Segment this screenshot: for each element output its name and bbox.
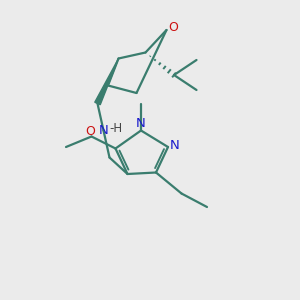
Text: N: N	[170, 139, 179, 152]
Text: O: O	[168, 21, 178, 34]
Text: N: N	[136, 117, 146, 130]
Text: -H: -H	[109, 122, 122, 136]
Polygon shape	[95, 58, 118, 105]
Text: N: N	[99, 124, 108, 137]
Text: O: O	[85, 124, 95, 138]
